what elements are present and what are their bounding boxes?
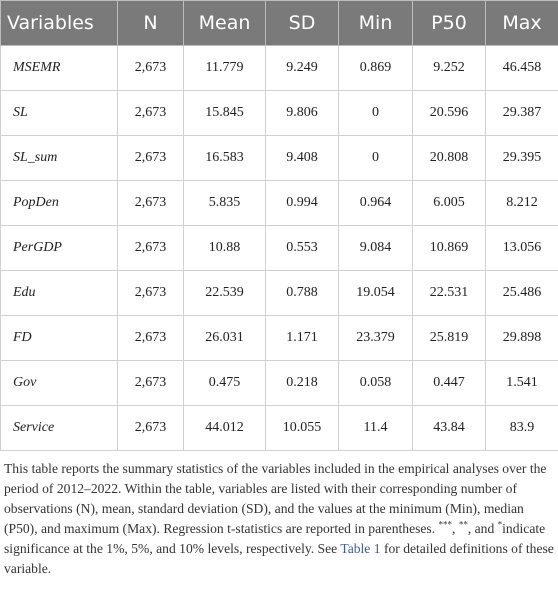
table-body: MSEMR 2,673 11.779 9.249 0.869 9.252 46.458 SL 2…: [0, 45, 558, 451]
value-cell: 1.171: [265, 315, 339, 361]
value-cell: 22.531: [412, 270, 486, 316]
table-row: Edu 2,673 22.539 0.788 19.054 22.531 25.486: [0, 270, 558, 316]
value-cell: 25.486: [485, 270, 558, 316]
variable-cell: SL: [0, 90, 118, 136]
value-cell: 44.012: [183, 405, 266, 451]
value-cell: 2,673: [117, 135, 184, 181]
note-text: indicate significance at the 1%, 5%, and…: [4, 521, 546, 556]
value-cell: 2,673: [117, 180, 184, 226]
header-cell: Max: [485, 0, 558, 46]
table-row: FD 2,673 26.031 1.171 23.379 25.819 29.898: [0, 315, 558, 361]
table-row: SL 2,673 15.845 9.806 0 20.596 29.387: [0, 90, 558, 136]
value-cell: 23.379: [338, 315, 413, 361]
header-row: Variables N Mean SD Min P50 Max: [0, 0, 558, 46]
value-cell: 9.249: [265, 45, 339, 91]
value-cell: 0.218: [265, 360, 339, 406]
value-cell: 9.806: [265, 90, 339, 136]
value-cell: 10.055: [265, 405, 339, 451]
note-text: This table reports the summary statistic…: [4, 461, 547, 536]
variable-cell: Gov: [0, 360, 118, 406]
value-cell: 2,673: [117, 225, 184, 271]
note-text: for detailed definitions of these variab…: [4, 541, 554, 576]
table-link[interactable]: Table 1: [340, 541, 381, 556]
value-cell: 16.583: [183, 135, 266, 181]
value-cell: 29.387: [485, 90, 558, 136]
variable-cell: SL_sum: [0, 135, 118, 181]
value-cell: 5.835: [183, 180, 266, 226]
variable-cell: PerGDP: [0, 225, 118, 271]
table-note: This table reports the summary statistic…: [4, 459, 554, 579]
note-text: ,: [452, 521, 459, 536]
table-row: Service 2,673 44.012 10.055 11.4 43.84 83.9: [0, 405, 558, 451]
value-cell: 0.869: [338, 45, 413, 91]
value-cell: 2,673: [117, 45, 184, 91]
value-cell: 29.395: [485, 135, 558, 181]
value-cell: 9.084: [338, 225, 413, 271]
variable-cell: Edu: [0, 270, 118, 316]
header-cell: Min: [338, 0, 413, 46]
value-cell: 22.539: [183, 270, 266, 316]
table-row: PerGDP 2,673 10.88 0.553 9.084 10.869 13.056: [0, 225, 558, 271]
summary-table: Variables N Mean SD Min P50 Max MSEMR 2,673 11.7…: [0, 0, 558, 451]
variable-cell: PopDen: [0, 180, 118, 226]
table-row: SL_sum 2,673 16.583 9.408 0 20.808 29.395: [0, 135, 558, 181]
value-cell: 9.252: [412, 45, 486, 91]
note-sup: **: [458, 519, 468, 530]
value-cell: 2,673: [117, 270, 184, 316]
value-cell: 0.788: [265, 270, 339, 316]
table-row: MSEMR 2,673 11.779 9.249 0.869 9.252 46.458: [0, 45, 558, 91]
table-row: Gov 2,673 0.475 0.218 0.058 0.447 1.541: [0, 360, 558, 406]
value-cell: 29.898: [485, 315, 558, 361]
header-cell: Variables: [0, 0, 118, 46]
value-cell: 26.031: [183, 315, 266, 361]
header-cell: Mean: [183, 0, 266, 46]
value-cell: 25.819: [412, 315, 486, 361]
value-cell: 20.808: [412, 135, 486, 181]
value-cell: 0.475: [183, 360, 266, 406]
note-sup: *: [497, 519, 503, 530]
note-sup: ***: [438, 519, 453, 530]
value-cell: 0.994: [265, 180, 339, 226]
table-row: PopDen 2,673 5.835 0.994 0.964 6.005 8.212: [0, 180, 558, 226]
value-cell: 11.4: [338, 405, 413, 451]
value-cell: 0: [338, 90, 413, 136]
value-cell: 0.447: [412, 360, 486, 406]
value-cell: 0.964: [338, 180, 413, 226]
variable-cell: MSEMR: [0, 45, 118, 91]
value-cell: 20.596: [412, 90, 486, 136]
variable-cell: Service: [0, 405, 118, 451]
note-text: , and: [467, 521, 498, 536]
value-cell: 46.458: [485, 45, 558, 91]
value-cell: 2,673: [117, 360, 184, 406]
value-cell: 2,673: [117, 90, 184, 136]
value-cell: 13.056: [485, 225, 558, 271]
header-cell: P50: [412, 0, 486, 46]
value-cell: 0.553: [265, 225, 339, 271]
value-cell: 10.869: [412, 225, 486, 271]
value-cell: 43.84: [412, 405, 486, 451]
value-cell: 0.058: [338, 360, 413, 406]
value-cell: 2,673: [117, 405, 184, 451]
value-cell: 0: [338, 135, 413, 181]
value-cell: 8.212: [485, 180, 558, 226]
value-cell: 15.845: [183, 90, 266, 136]
variable-cell: FD: [0, 315, 118, 361]
value-cell: 83.9: [485, 405, 558, 451]
value-cell: 19.054: [338, 270, 413, 316]
header-cell: SD: [265, 0, 339, 46]
value-cell: 9.408: [265, 135, 339, 181]
value-cell: 2,673: [117, 315, 184, 361]
value-cell: 6.005: [412, 180, 486, 226]
header-cell: N: [117, 0, 184, 46]
value-cell: 10.88: [183, 225, 266, 271]
value-cell: 1.541: [485, 360, 558, 406]
value-cell: 11.779: [183, 45, 266, 91]
